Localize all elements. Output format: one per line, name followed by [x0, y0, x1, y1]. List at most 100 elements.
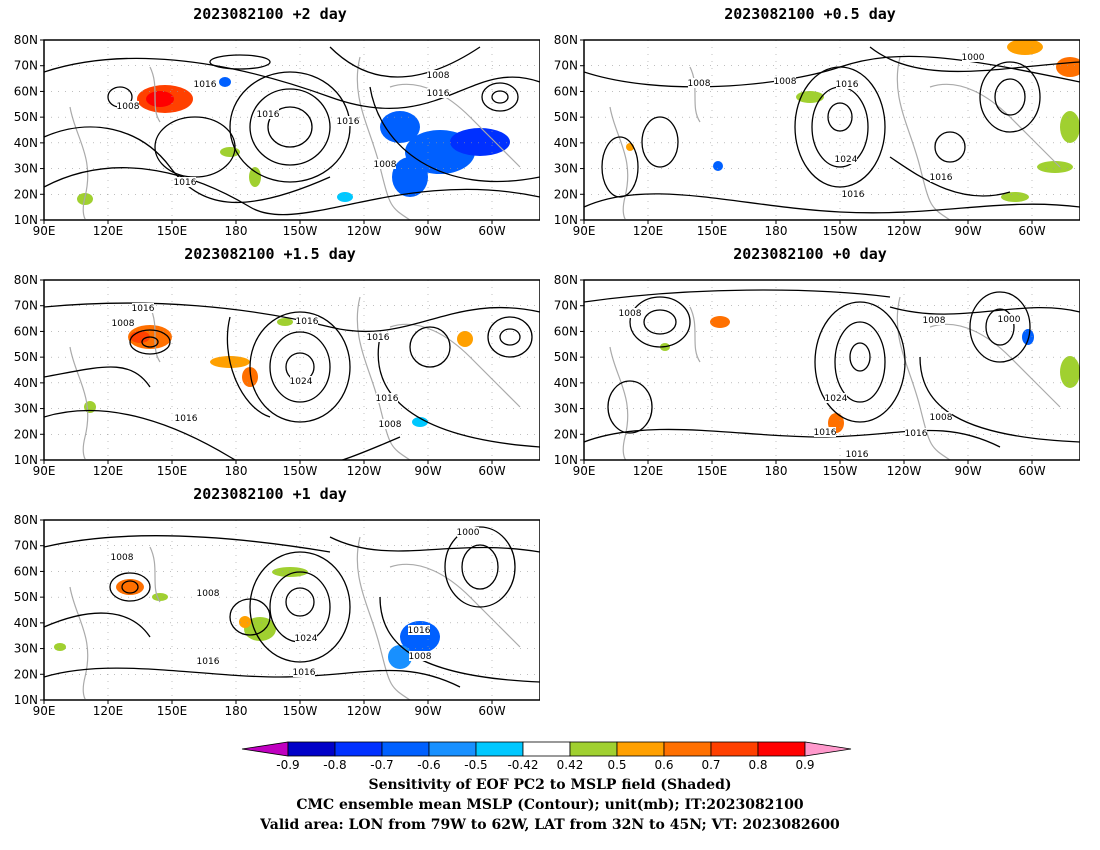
lon-tick-label: 90W	[414, 224, 441, 237]
lon-tick-label: 150E	[157, 464, 188, 477]
map-panel-plus-0-day: 2023082100 +0 day 1008 1008 1000 1024 1016 10…	[540, 245, 1080, 477]
lon-tick-label: 180	[225, 224, 248, 237]
mslp-contour	[487, 316, 533, 358]
contour-label-bg	[457, 527, 479, 537]
colorbar-swatch	[287, 741, 336, 757]
sensitivity-shading	[249, 167, 261, 187]
colorbar-swatch	[522, 741, 571, 757]
lat-tick-label: 20N	[554, 427, 578, 441]
colorbar-tick-label: -0.8	[323, 758, 346, 772]
lon-tick-label: 120E	[93, 464, 124, 477]
contour-label: 1008	[69, 700, 92, 710]
mslp-contour	[601, 136, 639, 198]
lon-tick-label: 150E	[697, 224, 728, 237]
contour-label: 1016	[132, 304, 155, 314]
lat-tick-label: 20N	[554, 187, 578, 201]
lat-tick-label: 50N	[554, 110, 578, 124]
sensitivity-shading	[1007, 40, 1043, 55]
mslp-contour	[444, 526, 516, 608]
contour-label-bg	[194, 79, 216, 89]
mslp-contour	[834, 321, 886, 403]
sensitivity-shading	[242, 367, 258, 387]
contour-label-bg	[905, 428, 927, 438]
colorbar-tick-label: 0.8	[748, 758, 767, 772]
colorbar-swatch	[663, 741, 712, 757]
contour-label: 1016	[376, 394, 399, 404]
contour-label-bg	[117, 101, 139, 111]
lon-tick-label: 120W	[347, 704, 382, 717]
contour-label: 1008	[774, 77, 797, 87]
lon-tick-label: 90W	[414, 704, 441, 717]
lon-tick-label: 90W	[954, 224, 981, 237]
colorbar-swatch	[569, 741, 618, 757]
coastline	[69, 586, 120, 700]
contour-label-bg	[923, 315, 945, 325]
mslp-contour	[129, 329, 171, 355]
contour-label-bg	[842, 189, 864, 199]
panel-title: 2023082100 +0 day	[733, 245, 887, 263]
lon-tick-label: 150W	[283, 704, 318, 717]
coastline	[609, 106, 660, 220]
lon-tick-label: 60W	[478, 704, 505, 717]
mslp-contour	[269, 571, 331, 643]
lat-tick-label: 30N	[14, 162, 38, 176]
sensitivity-shading	[392, 157, 428, 197]
lon-tick-label: 150E	[697, 464, 728, 477]
mslp-contour	[377, 336, 540, 448]
lon-tick-label: 120W	[347, 464, 382, 477]
caption-valid-area: Valid area: LON from 79W to 62W, LAT fro…	[260, 817, 840, 833]
contour-label: 1016	[905, 429, 928, 439]
lon-tick-label: 150W	[283, 224, 318, 237]
contour-label-bg	[379, 419, 401, 429]
contour-label-bg	[836, 79, 858, 89]
lon-tick-label: 150W	[823, 464, 858, 477]
lon-tick-label: 120E	[93, 704, 124, 717]
contour-label-bg	[930, 172, 952, 182]
contour-label-bg	[337, 116, 359, 126]
mslp-contour	[584, 55, 1080, 88]
map-panel-plus-2-day: 2023082100 +2 day 1016 1008 1008 1016 1016 10…	[0, 5, 540, 237]
mslp-contour	[121, 580, 139, 594]
mslp-contour	[329, 536, 540, 553]
lon-tick-label: 120E	[93, 224, 124, 237]
lat-tick-label: 60N	[14, 84, 38, 98]
contour-label: 1016	[427, 89, 450, 99]
contour-label-bg	[374, 159, 396, 169]
contour-label: 1024	[295, 634, 318, 644]
lat-tick-label: 70N	[554, 59, 578, 73]
contour-label-bg	[174, 177, 196, 187]
colorbar-swatch	[710, 741, 759, 757]
sensitivity-shading	[272, 567, 308, 577]
lat-tick-label: 70N	[554, 299, 578, 313]
colorbar: -0.9 -0.8 -0.7 -0.6 -0.5 -0.42 0.42 0.5 0.6 0.7 0.…	[241, 741, 852, 772]
contour-label-bg	[257, 109, 279, 119]
colorbar-tick-label: 0.5	[607, 758, 626, 772]
contour-label: 1016	[846, 450, 869, 460]
contour-label: 1016	[257, 110, 280, 120]
map-border	[43, 279, 540, 461]
contour-label: 1016	[296, 317, 319, 327]
lat-tick-label: 60N	[554, 84, 578, 98]
map-border	[583, 279, 1080, 461]
contour-label-bg	[175, 413, 197, 423]
sensitivity-shading	[1037, 161, 1073, 173]
mslp-contour	[481, 82, 519, 112]
lon-tick-label: 90W	[414, 464, 441, 477]
contour-label-bg	[962, 52, 984, 62]
mslp-contour	[44, 57, 540, 109]
contour-label: 1016	[408, 626, 431, 636]
mslp-contour	[154, 116, 236, 178]
sensitivity-shading	[219, 77, 231, 87]
contour-label-bg	[197, 656, 219, 666]
contour-label: 1016	[836, 80, 859, 90]
panel-title: 2023082100 +0.5 day	[724, 5, 896, 23]
lon-tick-label: 120W	[887, 224, 922, 237]
mslp-contour	[109, 572, 151, 602]
contour-label: 1016	[197, 657, 220, 667]
sensitivity-shading	[1001, 192, 1029, 202]
sensitivity-shading	[450, 128, 510, 156]
contour-label-bg	[835, 154, 857, 164]
